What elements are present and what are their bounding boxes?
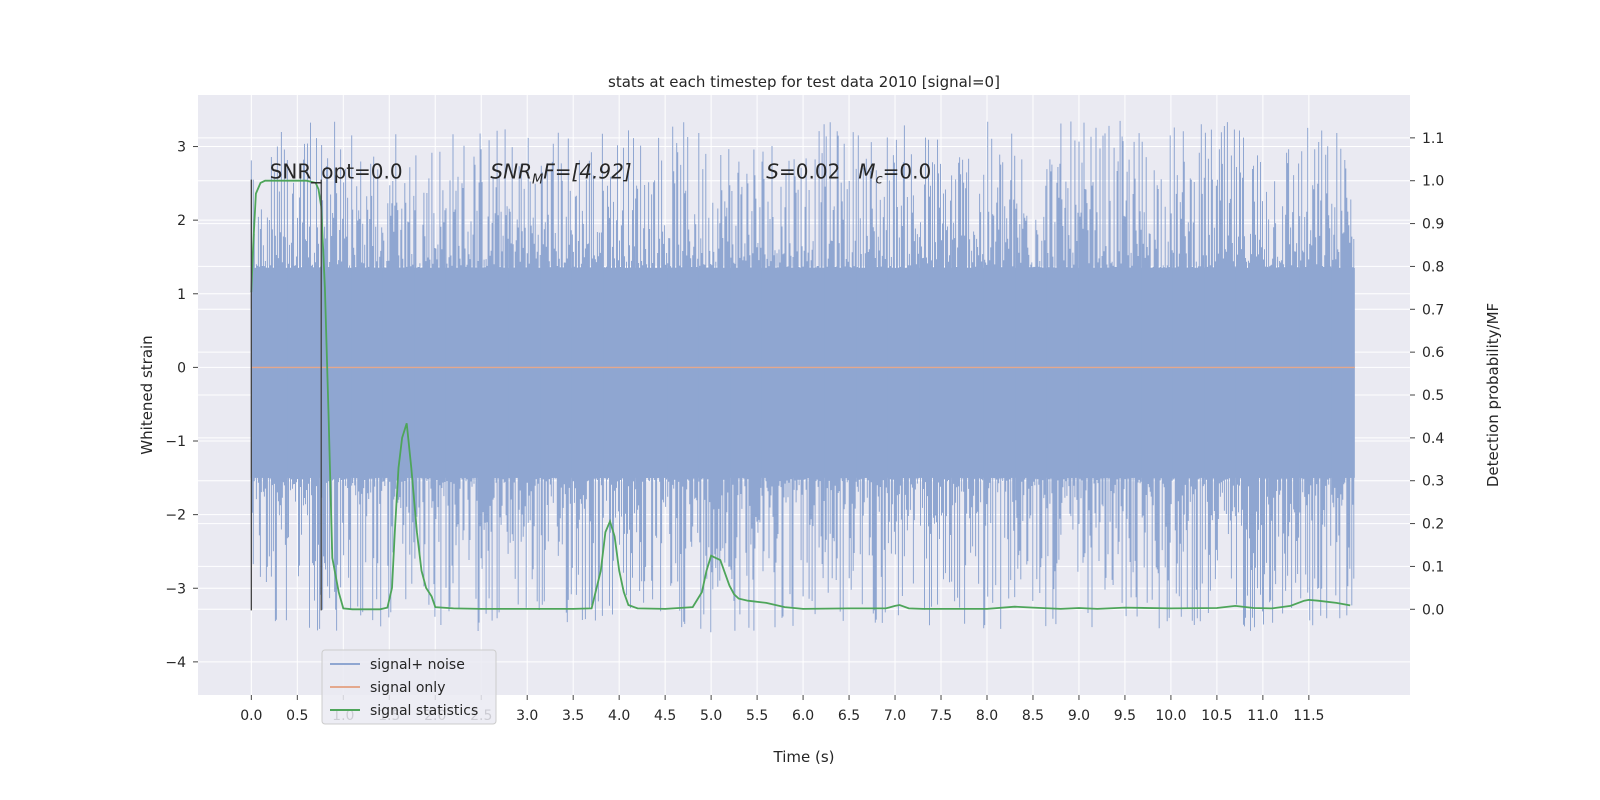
annotation-snr-mf-main: SNR bbox=[490, 160, 532, 184]
noise-series bbox=[250, 120, 1355, 633]
x-tick-label: 4.0 bbox=[608, 708, 630, 724]
annotation-snr-mf: SNRMF=[4.92] bbox=[490, 160, 631, 188]
legend-box bbox=[321, 649, 497, 725]
y-right-axis-label: Detection probability/MF bbox=[1484, 303, 1502, 487]
y-tick-label: 1 bbox=[177, 287, 186, 303]
x-tick-label: 6.5 bbox=[838, 708, 860, 724]
x-tick-label: 8.5 bbox=[1022, 708, 1044, 724]
line-series bbox=[250, 179, 1355, 611]
x-tick-label: 7.5 bbox=[930, 708, 952, 724]
annotation-snr-mf-rest: F=[4.92] bbox=[543, 160, 631, 184]
y-tick-label: −3 bbox=[165, 581, 186, 597]
x-tick-label: 9.0 bbox=[1068, 708, 1090, 724]
annotation-s-rest: =0.02 bbox=[779, 160, 840, 184]
x-tick-label: 7.0 bbox=[884, 708, 906, 724]
chart-title: stats at each timestep for test data 201… bbox=[608, 73, 1000, 91]
y-right-tick-label: 1.1 bbox=[1422, 131, 1444, 147]
y-right-tick-label: 0.9 bbox=[1422, 217, 1444, 233]
annotations: SNR_opt=0.0 SNRMF=[4.92] S=0.02 Mc=0.0 bbox=[270, 160, 932, 188]
window-markers bbox=[250, 179, 322, 611]
legend-entry-label: signal only bbox=[370, 680, 445, 696]
x-tick-label: 4.5 bbox=[654, 708, 676, 724]
annotation-snr-opt: SNR_opt=0.0 bbox=[270, 160, 403, 184]
y-right-tick-label: 0.2 bbox=[1422, 517, 1444, 533]
x-tick-label: 9.5 bbox=[1114, 708, 1136, 724]
annotation-mc-main: M bbox=[858, 160, 875, 184]
y-tick-label: −2 bbox=[165, 508, 186, 524]
annotation-snr-mf-sub: M bbox=[532, 173, 543, 188]
x-tick-label: 10.0 bbox=[1155, 708, 1186, 724]
x-tick-label: 6.0 bbox=[792, 708, 814, 724]
y-right-tick-label: 0.7 bbox=[1422, 302, 1444, 318]
annotation-mc-rest: =0.0 bbox=[883, 160, 932, 184]
x-tick-label: 8.0 bbox=[976, 708, 998, 724]
y-tick-label: 0 bbox=[177, 360, 186, 376]
y-right-tick-label: 0.0 bbox=[1422, 602, 1444, 618]
y-axis-label: Whitened strain bbox=[138, 335, 156, 454]
x-tick-label: 3.0 bbox=[516, 708, 538, 724]
x-tick-label: 10.5 bbox=[1201, 708, 1232, 724]
y-right-tick-label: 0.5 bbox=[1422, 388, 1444, 404]
x-tick-label: 0.0 bbox=[240, 708, 262, 724]
y-right-tick-label: 0.1 bbox=[1422, 559, 1444, 575]
y-right-tick-label: 0.8 bbox=[1422, 259, 1444, 275]
x-tick-label: 11.0 bbox=[1247, 708, 1278, 724]
x-tick-label: 11.5 bbox=[1293, 708, 1324, 724]
y-right-tick-label: 0.6 bbox=[1422, 345, 1444, 361]
legend-entry-label: signal+ noise bbox=[370, 657, 465, 673]
series-signal-statistics bbox=[250, 179, 1351, 611]
y-right-tick-label: 0.4 bbox=[1422, 431, 1444, 447]
x-tick-label: 0.5 bbox=[286, 708, 308, 724]
annotation-mc: Mc=0.0 bbox=[858, 160, 931, 188]
y-tick-label: −4 bbox=[165, 655, 186, 671]
y-right-tick-label: 0.3 bbox=[1422, 474, 1444, 490]
x-tick-label: 3.5 bbox=[562, 708, 584, 724]
x-tick-label: 5.0 bbox=[700, 708, 722, 724]
annotation-s-main: S bbox=[766, 160, 779, 184]
x-axis-label: Time (s) bbox=[773, 748, 835, 766]
tick-labels: 0.00.51.01.52.02.53.03.54.04.55.05.56.06… bbox=[165, 131, 1444, 724]
y-tick-label: −1 bbox=[165, 434, 186, 450]
legend: signal+ noise signal only signal statistic… bbox=[321, 649, 497, 725]
legend-entry-label: signal statistics bbox=[370, 703, 478, 719]
y-right-tick-label: 1.0 bbox=[1422, 174, 1444, 190]
annotation-mc-sub: c bbox=[876, 173, 883, 188]
y-tick-label: 3 bbox=[177, 140, 186, 156]
y-tick-label: 2 bbox=[177, 213, 186, 229]
x-tick-label: 5.5 bbox=[746, 708, 768, 724]
annotation-s: S=0.02 bbox=[766, 160, 840, 184]
